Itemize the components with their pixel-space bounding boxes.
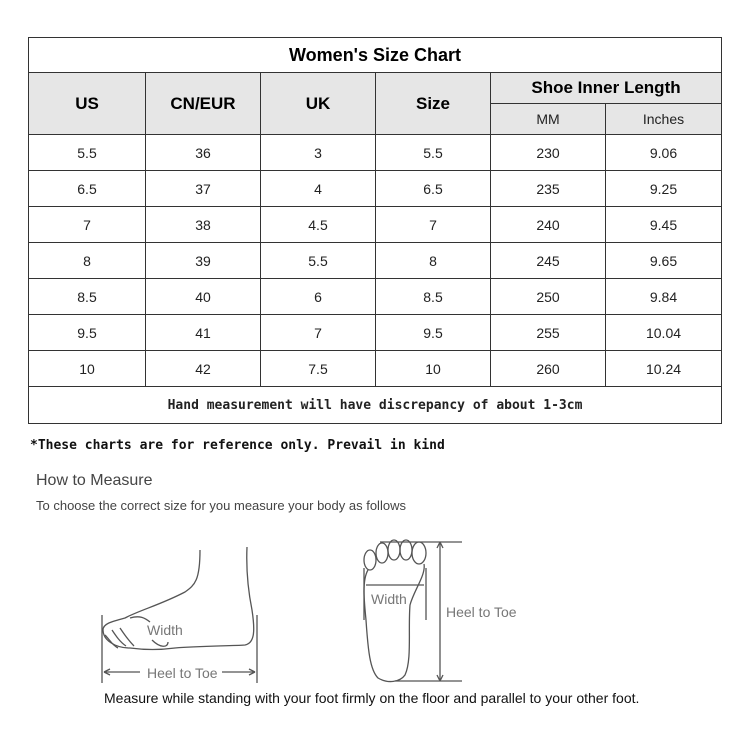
header-shoe-inner-length: Shoe Inner Length — [489, 72, 723, 104]
header-us: US — [28, 72, 146, 135]
table-cell: 9.25 — [604, 170, 723, 207]
table-cell: 8.5 — [28, 278, 146, 315]
table-cell: 8 — [375, 242, 491, 279]
table-cell: 7 — [28, 206, 146, 243]
header-size: Size — [375, 72, 491, 135]
table-cell: 260 — [490, 350, 606, 387]
table-footer: Hand measurement will have discrepancy o… — [27, 386, 723, 424]
table-row: 8 39 5.5 8 245 9.65 — [28, 242, 723, 279]
table-cell: 240 — [490, 206, 606, 243]
table-cell: 8.5 — [375, 278, 491, 315]
table-cell: 36 — [145, 134, 261, 171]
reference-note: *These charts are for reference only. Pr… — [30, 438, 445, 453]
table-cell: 235 — [490, 170, 606, 207]
side-foot-icon — [101, 546, 258, 683]
top-heel-to-toe-label: Heel to Toe — [446, 604, 517, 620]
measure-instruction: Measure while standing with your foot fi… — [104, 690, 640, 706]
table-row: 9.5 41 7 9.5 255 10.04 — [28, 314, 723, 351]
table-cell: 5.5 — [260, 242, 376, 279]
table-cell: 245 — [490, 242, 606, 279]
table-cell: 9.45 — [604, 206, 723, 243]
side-heel-to-toe-label: Heel to Toe — [147, 665, 218, 681]
table-title: Women's Size Chart — [27, 37, 723, 73]
top-width-label: Width — [371, 591, 407, 607]
table-cell: 230 — [490, 134, 606, 171]
side-width-label: Width — [147, 622, 183, 638]
table-row: 6.5 37 4 6.5 235 9.25 — [28, 170, 723, 207]
size-chart-table: Women's Size Chart US CN/EUR UK Size Sho… — [27, 37, 723, 424]
header-mm: MM — [490, 103, 606, 135]
top-foot-icon — [363, 539, 462, 683]
table-cell: 10.24 — [604, 350, 723, 387]
how-to-subtitle: To choose the correct size for you measu… — [36, 498, 406, 513]
table-cell: 7 — [260, 314, 376, 351]
header-inches: Inches — [604, 103, 723, 135]
table-cell: 41 — [145, 314, 261, 351]
table-cell: 10 — [28, 350, 146, 387]
table-cell: 37 — [145, 170, 261, 207]
header-cn-eur: CN/EUR — [145, 72, 261, 135]
table-cell: 9.06 — [604, 134, 723, 171]
header-uk: UK — [260, 72, 376, 135]
table-row: 8.5 40 6 8.5 250 9.84 — [28, 278, 723, 315]
table-cell: 9.84 — [604, 278, 723, 315]
table-cell: 9.65 — [604, 242, 723, 279]
table-cell: 8 — [28, 242, 146, 279]
table-cell: 4 — [260, 170, 376, 207]
table-row: 7 38 4.5 7 240 9.45 — [28, 206, 723, 243]
table-cell: 5.5 — [28, 134, 146, 171]
table-cell: 40 — [145, 278, 261, 315]
table-cell: 39 — [145, 242, 261, 279]
how-to-title: How to Measure — [36, 472, 153, 489]
table-cell: 7.5 — [260, 350, 376, 387]
table-cell: 4.5 — [260, 206, 376, 243]
table-row: 10 42 7.5 10 260 10.24 — [28, 350, 723, 387]
table-cell: 255 — [490, 314, 606, 351]
table-row: 5.5 36 3 5.5 230 9.06 — [28, 134, 723, 171]
